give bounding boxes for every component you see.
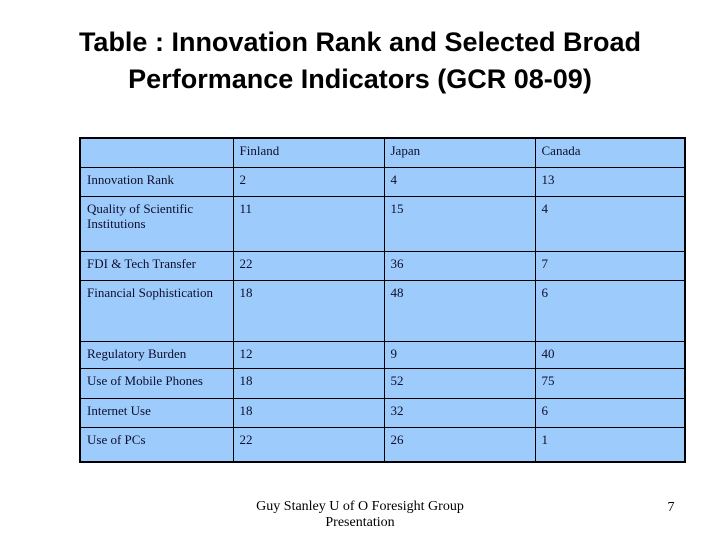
value-cell: 11 [232, 195, 385, 252]
table-row: Financial Sophistication 18 48 6 [79, 279, 686, 342]
footer-credit-line-2: Presentation [325, 515, 395, 530]
value-cell: 52 [383, 367, 536, 399]
row-label: Use of PCs [79, 426, 234, 463]
table-header-row: Finland Japan Canada [79, 137, 686, 168]
footer-credit-line-1: Guy Stanley U of O Foresight Group [256, 499, 464, 514]
slide-title-line-2: Performance Indicators (GCR 08-09) [128, 64, 592, 94]
column-header: Canada [534, 137, 686, 168]
value-cell: 12 [232, 340, 385, 369]
indicators-table: Finland Japan Canada Innovation Rank 2 4 13 Qu… [79, 137, 686, 463]
value-cell: 6 [534, 397, 686, 428]
column-header: Finland [232, 137, 385, 168]
table-row: Use of Mobile Phones 18 52 75 [79, 367, 686, 399]
column-header [79, 137, 234, 168]
row-label: Internet Use [79, 397, 234, 428]
page-number: 7 [667, 500, 675, 515]
table-row: Use of PCs 22 26 1 [79, 426, 686, 463]
value-cell: 6 [534, 279, 686, 342]
row-label: FDI & Tech Transfer [79, 250, 234, 281]
table-row: Innovation Rank 2 4 13 [79, 166, 686, 197]
value-cell: 26 [383, 426, 536, 463]
value-cell: 9 [383, 340, 536, 369]
row-label: Regulatory Burden [79, 340, 234, 369]
value-cell: 7 [534, 250, 686, 281]
value-cell: 32 [383, 397, 536, 428]
row-label: Innovation Rank [79, 166, 234, 197]
value-cell: 15 [383, 195, 536, 252]
value-cell: 22 [232, 426, 385, 463]
value-cell: 18 [232, 367, 385, 399]
table-row: Regulatory Burden 12 9 40 [79, 340, 686, 369]
value-cell: 22 [232, 250, 385, 281]
value-cell: 75 [534, 367, 686, 399]
value-cell: 13 [534, 166, 686, 197]
value-cell: 4 [534, 195, 686, 252]
table-row: FDI & Tech Transfer 22 36 7 [79, 250, 686, 281]
value-cell: 36 [383, 250, 536, 281]
table-row: Internet Use 18 32 6 [79, 397, 686, 428]
slide-title: Table : Innovation Rank and Selected Bro… [0, 24, 720, 98]
value-cell: 18 [232, 279, 385, 342]
value-cell: 18 [232, 397, 385, 428]
value-cell: 4 [383, 166, 536, 197]
footer-credit: Guy Stanley U of O Foresight Group Prese… [0, 499, 720, 531]
value-cell: 2 [232, 166, 385, 197]
table-row: Quality of Scientific Institutions 11 15 4 [79, 195, 686, 252]
column-header: Japan [383, 137, 536, 168]
value-cell: 1 [534, 426, 686, 463]
value-cell: 40 [534, 340, 686, 369]
value-cell: 48 [383, 279, 536, 342]
row-label: Financial Sophistication [79, 279, 234, 342]
row-label: Use of Mobile Phones [79, 367, 234, 399]
row-label: Quality of Scientific Institutions [79, 195, 234, 252]
slide-title-line-1: Table : Innovation Rank and Selected Bro… [78, 27, 642, 57]
